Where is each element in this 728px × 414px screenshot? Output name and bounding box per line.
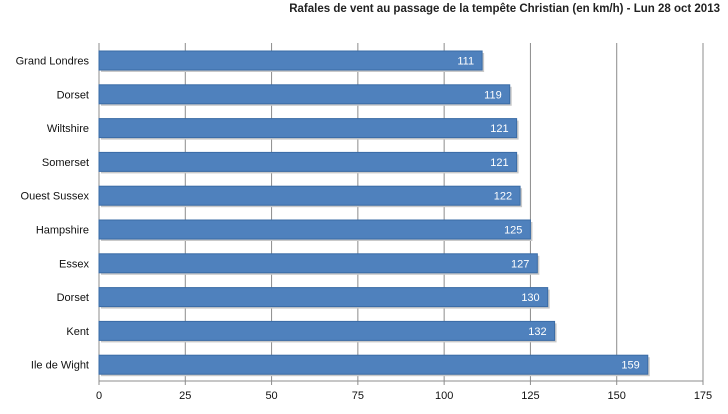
- category-label: Ile de Wight: [31, 360, 89, 372]
- bar: [98, 287, 549, 308]
- bar: [98, 84, 511, 105]
- data-label: 121: [490, 123, 508, 135]
- bar: [98, 118, 518, 139]
- x-tick-label: 0: [96, 390, 102, 402]
- data-label: 119: [484, 89, 502, 101]
- category-label: Essex: [59, 258, 89, 270]
- category-label: Dorset: [57, 89, 89, 101]
- chart-title: Rafales de vent au passage de la tempête…: [289, 3, 720, 15]
- bar: [98, 320, 556, 341]
- category-label: Dorset: [57, 292, 89, 304]
- bar: [98, 151, 518, 172]
- data-label: 130: [521, 292, 539, 304]
- data-label: 121: [490, 157, 508, 169]
- category-label: Grand Londres: [16, 56, 90, 68]
- category-label: Hampshire: [36, 225, 89, 237]
- category-label: Kent: [66, 326, 89, 338]
- bar: [98, 50, 483, 71]
- category-label: Somerset: [42, 157, 89, 169]
- data-label: 132: [528, 326, 546, 338]
- data-label: 111: [457, 56, 474, 68]
- bar: [98, 185, 521, 206]
- x-tick-label: 150: [608, 390, 626, 402]
- x-tick-label: 75: [352, 390, 364, 402]
- category-label: Ouest Sussex: [21, 191, 90, 203]
- data-label: 127: [511, 258, 529, 270]
- data-label: 159: [621, 360, 639, 372]
- bar: [98, 219, 531, 240]
- category-label: Wiltshire: [47, 123, 89, 135]
- x-tick-label: 50: [265, 390, 277, 402]
- bar: [98, 253, 538, 274]
- x-tick-label: 25: [179, 390, 191, 402]
- x-tick-label: 125: [521, 390, 539, 402]
- data-label: 125: [504, 225, 522, 237]
- x-tick-label: 100: [435, 390, 453, 402]
- x-tick-label: 175: [694, 390, 712, 402]
- data-label: 122: [494, 191, 512, 203]
- bar: [98, 354, 649, 375]
